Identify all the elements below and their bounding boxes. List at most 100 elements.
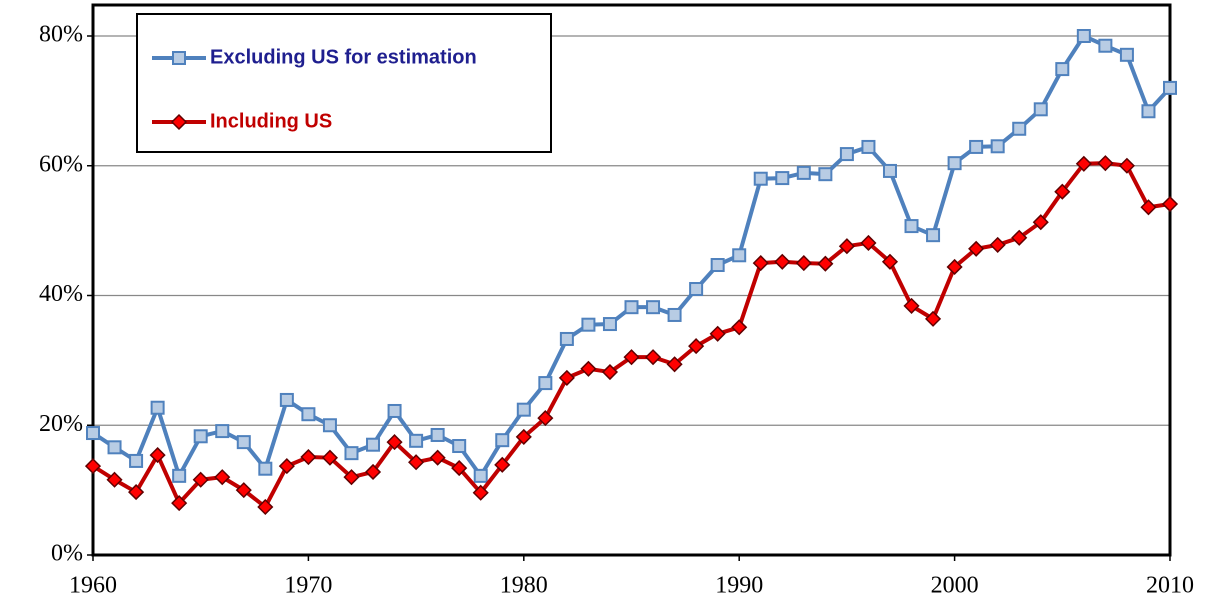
y-tick-label: 60% xyxy=(39,151,83,177)
marker xyxy=(580,360,597,377)
marker xyxy=(667,307,682,322)
marker xyxy=(838,238,855,255)
marker xyxy=(839,147,854,162)
marker xyxy=(624,300,639,315)
marker xyxy=(430,427,445,442)
marker xyxy=(752,255,769,272)
marker xyxy=(1011,229,1028,246)
marker xyxy=(1012,121,1027,136)
marker xyxy=(775,171,790,186)
marker xyxy=(602,317,617,332)
marker xyxy=(1075,155,1092,172)
legend-marker xyxy=(172,51,186,65)
marker xyxy=(366,437,381,452)
marker xyxy=(171,495,188,512)
marker xyxy=(473,468,488,483)
marker xyxy=(796,165,811,180)
legend-box xyxy=(136,13,552,153)
marker xyxy=(451,460,468,477)
marker xyxy=(710,258,725,273)
marker xyxy=(559,331,574,346)
marker xyxy=(149,447,166,464)
marker xyxy=(818,167,833,182)
marker xyxy=(688,338,705,355)
marker xyxy=(882,163,897,178)
marker xyxy=(1119,47,1134,62)
marker xyxy=(537,410,554,427)
marker xyxy=(257,498,274,516)
marker xyxy=(1140,199,1157,216)
plot-frame xyxy=(91,3,1172,557)
marker xyxy=(300,448,317,466)
marker xyxy=(279,392,294,407)
marker xyxy=(364,463,382,481)
marker xyxy=(581,317,596,332)
marker xyxy=(1141,104,1156,119)
marker xyxy=(924,310,942,327)
marker xyxy=(516,402,531,417)
x-tick-label: 1980 xyxy=(500,573,548,599)
marker xyxy=(429,449,446,466)
x-tick-label: 1970 xyxy=(284,573,332,599)
marker xyxy=(322,418,337,433)
marker xyxy=(150,400,165,415)
legend: Excluding US for estimation Including US xyxy=(136,13,552,153)
marker xyxy=(278,458,295,475)
marker xyxy=(623,349,640,366)
marker xyxy=(947,156,962,171)
marker xyxy=(472,484,489,501)
marker xyxy=(1032,214,1049,231)
marker xyxy=(107,440,122,455)
marker xyxy=(235,482,252,499)
marker xyxy=(106,471,123,488)
x-tick-label: 1990 xyxy=(715,573,763,599)
marker xyxy=(321,449,339,466)
marker xyxy=(558,369,575,386)
y-tick-label: 40% xyxy=(39,281,83,307)
marker xyxy=(1055,62,1070,77)
marker xyxy=(538,376,553,391)
legend-label: Including US xyxy=(210,110,332,132)
marker xyxy=(990,139,1005,154)
marker xyxy=(1076,29,1091,43)
y-tick-label: 0% xyxy=(51,541,83,567)
marker xyxy=(731,319,748,336)
marker xyxy=(926,228,941,243)
marker xyxy=(301,407,316,422)
x-tick-label: 2000 xyxy=(931,573,979,599)
marker xyxy=(129,453,144,468)
marker xyxy=(495,433,510,448)
marker xyxy=(343,469,360,486)
marker xyxy=(946,258,963,276)
y-tick-label: 80% xyxy=(39,22,83,48)
marker xyxy=(214,469,231,486)
marker xyxy=(989,236,1006,253)
marker xyxy=(1033,102,1048,117)
marker xyxy=(646,300,661,315)
marker xyxy=(86,426,100,441)
x-tick-label: 2010 xyxy=(1146,573,1194,599)
marker xyxy=(817,255,834,272)
marker xyxy=(1163,80,1177,95)
marker xyxy=(666,356,683,373)
marker xyxy=(236,435,251,450)
marker xyxy=(215,424,230,439)
marker xyxy=(709,325,726,342)
marker xyxy=(452,439,467,454)
marker xyxy=(1097,155,1114,172)
marker xyxy=(84,458,102,475)
marker xyxy=(795,255,812,272)
marker xyxy=(904,219,919,234)
marker xyxy=(386,434,403,451)
marker xyxy=(774,253,791,270)
marker xyxy=(753,171,768,186)
marker xyxy=(881,253,899,270)
marker xyxy=(644,349,662,366)
marker xyxy=(408,454,425,471)
legend-label: Excluding US for estimation xyxy=(210,46,477,68)
marker xyxy=(515,428,532,445)
marker xyxy=(387,403,402,418)
marker xyxy=(494,456,511,473)
marker xyxy=(861,139,876,154)
